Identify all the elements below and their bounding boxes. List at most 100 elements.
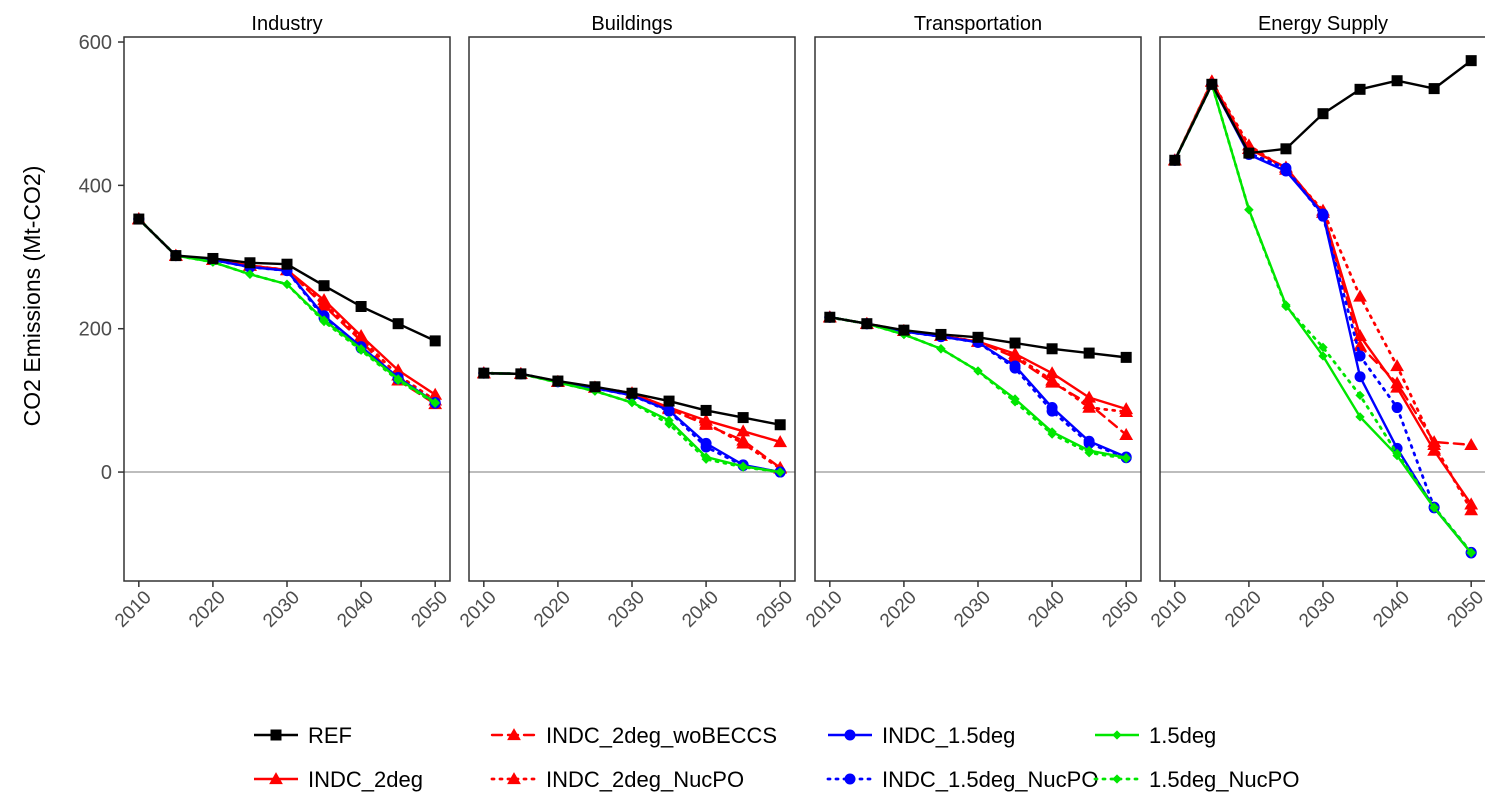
data-point [319,315,329,325]
data-point [391,363,406,376]
data-point [1008,346,1022,359]
data-point [317,293,331,306]
data-point [701,452,711,462]
legend-item-ref: REF [254,723,352,748]
legend-key-marker [844,729,856,741]
data-point [664,415,674,426]
data-point [1169,154,1181,166]
data-point [552,375,564,387]
data-point [663,404,675,416]
legend-label: REF [308,723,352,748]
x-tick-label: 2040 [678,587,723,632]
x-tick-label: 2020 [530,587,575,632]
x-tick-label: 2050 [1443,587,1485,632]
legend-item-indc-2deg-wobeccs: INDC_2deg_woBECCS [490,723,777,748]
series-line-1-5deg-nucpo [137,217,437,405]
panel-border [468,36,796,582]
data-point [1391,75,1403,87]
data-point [1009,360,1021,372]
panel-title: Industry [251,13,322,35]
x-tick-label: 2040 [333,587,378,632]
data-point [1464,497,1479,510]
legend-item-indc-2deg-nucpo: INDC_2deg_NucPO [490,767,744,792]
legend-item-indc-2deg: INDC_2deg [254,767,423,792]
panel-title: Transportation [914,13,1042,35]
y-axis-label: CO2 Emissions (Mt-CO2) [19,166,45,427]
data-point [1206,78,1218,90]
series-indc-1-5deg-nucpo [1169,78,1477,558]
data-point [936,344,946,354]
data-point [1082,390,1097,403]
data-point [1353,339,1367,352]
x-tick-label: 2010 [802,587,847,632]
series-line-1-5deg-nucpo [1173,82,1473,554]
data-point [1353,289,1367,302]
data-point [1353,329,1367,342]
legend: REF INDC_2deg INDC_2deg_woBECCS INDC_2deg_N… [254,723,1299,792]
y-tick-label: 600 [79,32,112,54]
data-point [1318,342,1328,353]
data-point [737,412,749,424]
data-point [1009,337,1021,349]
legend-label: INDC_2deg_NucPO [546,767,744,792]
panel-border [123,36,451,582]
series-ref [478,367,786,431]
legend-item-indc-1-5deg: INDC_1.5deg [828,723,1015,748]
data-point [515,368,527,380]
x-tick-label: 2010 [1147,587,1192,632]
x-tick-label: 2010 [111,587,156,632]
series-group [1167,55,1479,559]
series-indc-2deg-wobeccs [1167,74,1479,450]
data-point [1464,437,1479,450]
data-point [428,387,443,400]
legend-label: INDC_1.5deg [882,723,1015,748]
data-point [1354,83,1366,95]
x-tick-label: 2050 [1098,587,1143,632]
panels-layer: Industry 2010 2020 2030 2040 2050 0 200 400 600 Bu… [79,13,1485,632]
data-point [700,404,712,416]
series-line-indc-1-5deg-nucpo [1173,82,1473,554]
data-point [1354,350,1366,362]
series-line-indc-2deg [1173,80,1473,505]
series-line-indc-2deg-wobeccs [137,217,437,406]
data-point [245,269,255,279]
legend-key-marker [1112,774,1122,784]
panel-border [814,36,1142,582]
data-point [356,344,366,354]
data-point [626,387,638,399]
legend-label: 1.5deg_NucPO [1149,767,1299,792]
data-point [1317,208,1329,220]
series-line-indc-2deg [829,316,1127,411]
data-point [935,328,947,340]
x-tick-label: 2040 [1024,587,1069,632]
legend-key-marker [844,773,856,785]
legend-key-marker [270,729,282,741]
data-point [824,311,836,323]
data-point [1391,402,1403,414]
data-point [1045,366,1059,379]
series-1-5deg [1170,79,1476,558]
data-point [429,335,441,347]
x-tick-label: 2030 [950,587,995,632]
series-indc-2deg [131,212,443,400]
data-point [478,367,490,379]
series-line-indc-1-5deg [1173,83,1473,554]
series-1-5deg-nucpo [1170,79,1476,558]
data-point [736,424,751,437]
data-point [700,437,712,449]
panel-title: Energy Supply [1258,13,1388,35]
data-point [589,381,601,393]
data-point [1281,300,1291,310]
panel-energy-supply: Energy Supply 2010 2020 2030 2040 2050 [1147,13,1485,632]
data-point [1390,359,1404,372]
series-line-indc-2deg-wobeccs [1173,80,1473,447]
series-ref [133,213,441,347]
data-point [773,435,788,448]
y-tick-label: 200 [79,319,112,341]
data-point [1318,351,1328,361]
x-tick-label: 2050 [752,587,797,632]
series-group [131,212,443,410]
series-line-indc-2deg-nucpo [1173,80,1473,512]
data-point [1427,443,1442,456]
